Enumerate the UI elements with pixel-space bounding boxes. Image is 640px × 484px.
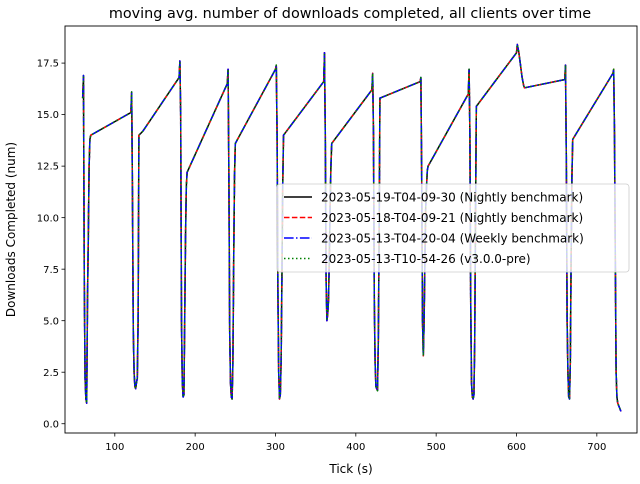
y-tick-label: 15.0: [37, 110, 59, 121]
legend-label-1: 2023-05-19-T04-09-30 (Nightly benchmark): [321, 191, 583, 205]
y-tick-label: 7.5: [43, 265, 59, 276]
series-layer: [81, 43, 622, 412]
y-axis-label: Downloads Completed (num): [4, 142, 18, 317]
legend-label-4: 2023-05-13-T10-54-26 (v3.0.0-pre): [321, 252, 531, 266]
x-tick-label: 200: [186, 442, 205, 453]
legend-label-2: 2023-05-18-T04-09-21 (Nightly benchmark): [321, 211, 583, 225]
y-tick-label: 0.0: [43, 419, 59, 430]
x-tick-label: 400: [346, 442, 365, 453]
y-tick-label: 10.0: [37, 213, 59, 224]
x-tick-label: 700: [587, 442, 606, 453]
x-axis-label: Tick (s): [328, 462, 372, 476]
y-tick-label: 17.5: [37, 59, 59, 70]
plot-frame: [64, 25, 638, 434]
legend-label-3: 2023-05-13-T04-20-04 (Weekly benchmark): [321, 232, 584, 246]
x-tick-label: 500: [427, 442, 446, 453]
y-tick-label: 2.5: [43, 368, 59, 379]
x-tick-label: 600: [507, 442, 526, 453]
y-axis: 0.0 2.5 5.0 7.5 10.0 12.5 15.0 17.5: [37, 59, 65, 430]
x-tick-label: 300: [266, 442, 285, 453]
series-line-4: [81, 43, 622, 412]
x-tick-label: 100: [105, 442, 124, 453]
y-tick-label: 12.5: [37, 162, 59, 173]
y-tick-label: 5.0: [43, 316, 59, 327]
legend: 2023-05-19-T04-09-30 (Nightly benchmark)…: [276, 183, 630, 273]
chart-title: moving avg. number of downloads complete…: [109, 6, 591, 22]
x-axis: 100 200 300 400 500 600 700: [105, 433, 606, 453]
legend-box: [276, 183, 630, 273]
